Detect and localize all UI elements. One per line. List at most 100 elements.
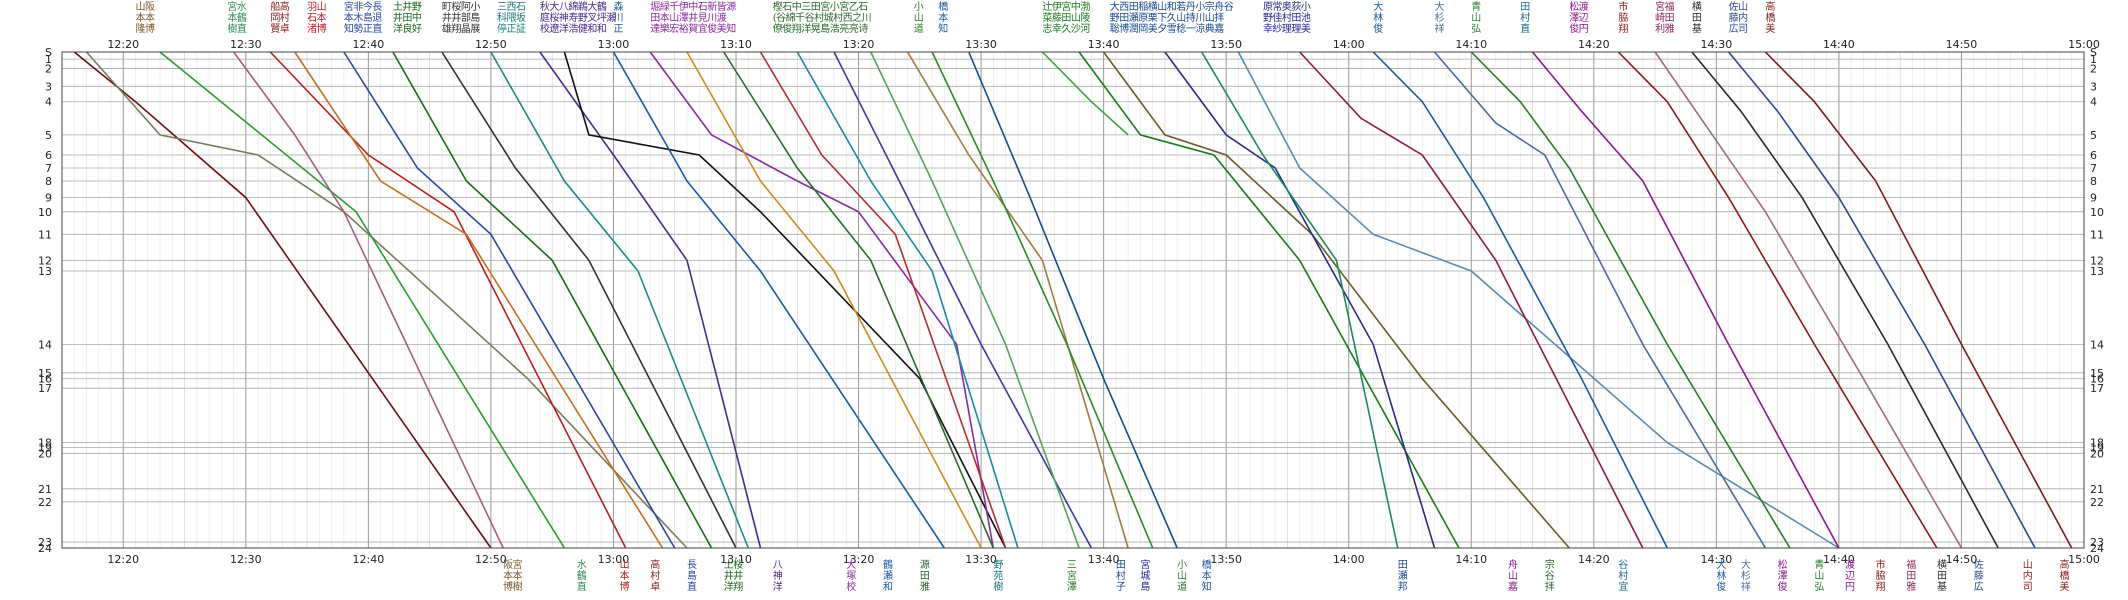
x-tick-label: 13:20 bbox=[843, 553, 875, 566]
x-tick-label: 13:30 bbox=[965, 38, 997, 51]
top-train-label: 岡村 bbox=[270, 11, 290, 24]
bottom-train-label: 野 bbox=[993, 559, 1003, 571]
top-train-label: 聡博潤岡美夕雪稔一涼典嘉 bbox=[1110, 22, 1224, 35]
top-train-label: 知 bbox=[938, 22, 948, 35]
bottom-train-label: 博樹 bbox=[503, 580, 523, 593]
y-tick-label: 19 bbox=[2090, 441, 2104, 454]
top-train-label: 祥 bbox=[1435, 22, 1445, 35]
top-train-label: 山 bbox=[1471, 12, 1481, 24]
top-train-label: 庭桜神寿野叉坪瀬 bbox=[540, 11, 616, 24]
y-tick-label: 23 bbox=[2090, 536, 2104, 549]
y-tick-label: 22 bbox=[38, 496, 52, 509]
bottom-train-label: 横 bbox=[1937, 558, 1947, 571]
bottom-train-label: 雅 bbox=[920, 580, 930, 593]
top-train-label: 宮非今長 bbox=[344, 0, 382, 13]
y-tick-label: 7 bbox=[2090, 162, 2097, 175]
bottom-train-label: 塚 bbox=[846, 570, 856, 582]
top-train-label: 俊 bbox=[1373, 22, 1383, 35]
x-tick-label: 13:50 bbox=[1210, 38, 1242, 51]
y-tick-label: 4 bbox=[45, 96, 52, 109]
top-train-label: 僚俊翔洋晃島浩亮亮诗 bbox=[773, 22, 868, 35]
top-train-label: 賢卓 bbox=[270, 23, 290, 35]
y-tick-label: 11 bbox=[38, 228, 52, 241]
top-train-label: 洋良好 bbox=[393, 22, 422, 35]
top-train-label: 佐山 bbox=[1729, 1, 1748, 13]
bottom-train-label: 本 bbox=[1202, 569, 1212, 582]
top-train-label: 停正証 bbox=[497, 22, 526, 35]
y-tick-label: 14 bbox=[38, 338, 52, 351]
top-train-label: 翔 bbox=[1618, 22, 1628, 35]
train-line bbox=[612, 51, 945, 549]
x-tick-label: 13:10 bbox=[720, 553, 752, 566]
bottom-train-label: 田 bbox=[920, 571, 930, 582]
y-tick-label: 6 bbox=[45, 149, 52, 162]
y-tick-label: 2 bbox=[2090, 63, 2097, 76]
train-line bbox=[73, 51, 492, 549]
y-tick-label: 15 bbox=[38, 367, 52, 380]
y-tick-label: 13 bbox=[2090, 265, 2104, 278]
top-train-label: 横 bbox=[1692, 0, 1702, 13]
train-line bbox=[269, 51, 627, 549]
top-train-label: 俊円 bbox=[1569, 22, 1589, 35]
x-tick-label: 13:00 bbox=[598, 553, 630, 566]
train-line bbox=[392, 51, 713, 549]
bottom-train-label: 田 bbox=[1906, 571, 1916, 582]
bottom-train-label: 井井 bbox=[724, 569, 744, 582]
y-tick-label: 17 bbox=[38, 382, 52, 395]
top-train-label: 小 bbox=[914, 1, 924, 13]
top-train-label: 町桜阿小 bbox=[442, 0, 480, 13]
bottom-train-label: 洋翔 bbox=[724, 580, 744, 593]
train-line bbox=[759, 51, 1007, 549]
bottom-train-label: 山 bbox=[1177, 570, 1187, 582]
train-line bbox=[343, 51, 676, 549]
top-train-label: 石本 bbox=[307, 11, 326, 24]
y-tick-label: 14 bbox=[2090, 338, 2104, 351]
x-tick-label: 12:20 bbox=[107, 553, 139, 566]
x-tick-label: 13:20 bbox=[843, 38, 875, 51]
y-tick-label: 8 bbox=[2090, 175, 2097, 188]
bottom-train-label: 澤 bbox=[1778, 570, 1788, 582]
bottom-train-label: 苑 bbox=[993, 569, 1003, 582]
x-tick-label: 14:20 bbox=[1578, 553, 1610, 566]
bottom-train-label: 翔 bbox=[1876, 580, 1886, 593]
top-train-label: 大 bbox=[1373, 0, 1383, 13]
top-train-label: 隆博 bbox=[136, 22, 155, 35]
x-tick-label: 13:30 bbox=[965, 553, 997, 566]
bottom-train-label: 青 bbox=[1814, 558, 1824, 571]
bottom-train-label: 長 bbox=[687, 559, 697, 571]
x-tick-label: 14:10 bbox=[1455, 38, 1487, 51]
x-tick-label: 14:50 bbox=[1946, 38, 1978, 51]
x-tick-label: 14:10 bbox=[1455, 553, 1487, 566]
y-tick-label: 21 bbox=[2090, 483, 2104, 496]
bottom-train-label: 田 bbox=[1116, 560, 1126, 571]
top-train-label: 基 bbox=[1692, 22, 1702, 35]
y-tick-label: 23 bbox=[38, 536, 52, 549]
train-line bbox=[1201, 51, 1399, 549]
top-train-label: 大 bbox=[1435, 0, 1445, 13]
bottom-train-labels: 阪宮本本博樹水鶴直山本博高村卓長島直土桜井井洋翔八神洋大塚校鶴瀬和源田雅野苑樹三… bbox=[503, 558, 2070, 593]
x-tick-label: 12:50 bbox=[475, 38, 507, 51]
y-tick-label: S bbox=[2090, 46, 2097, 59]
bottom-train-label: 山 bbox=[1814, 570, 1824, 582]
bottom-train-label: 水 bbox=[577, 559, 587, 571]
train-line bbox=[294, 51, 664, 549]
bottom-train-label: 福 bbox=[1906, 558, 1916, 571]
bottom-train-label: 田 bbox=[1937, 571, 1947, 582]
x-tick-label: 14:40 bbox=[1823, 553, 1855, 566]
series-lines bbox=[73, 51, 2073, 549]
train-line bbox=[1654, 51, 1963, 549]
top-train-label: 堀緑千伊中石新皆源 bbox=[650, 0, 736, 13]
top-train-label: 利雅 bbox=[1655, 22, 1675, 35]
y-tick-label: 11 bbox=[2090, 228, 2104, 241]
y-tick-label: 12 bbox=[2090, 254, 2104, 267]
train-line bbox=[968, 51, 1178, 549]
bottom-train-label: 弘 bbox=[1814, 581, 1824, 593]
train-line bbox=[159, 51, 566, 549]
train-line bbox=[833, 51, 1093, 549]
bottom-train-label: 辺 bbox=[1845, 570, 1855, 582]
bottom-train-label: 司 bbox=[2023, 582, 2033, 593]
top-train-label: 科隈坂 bbox=[497, 11, 526, 24]
bottom-train-label: 瀬 bbox=[883, 570, 893, 582]
bottom-train-label: 大 bbox=[1741, 558, 1751, 571]
